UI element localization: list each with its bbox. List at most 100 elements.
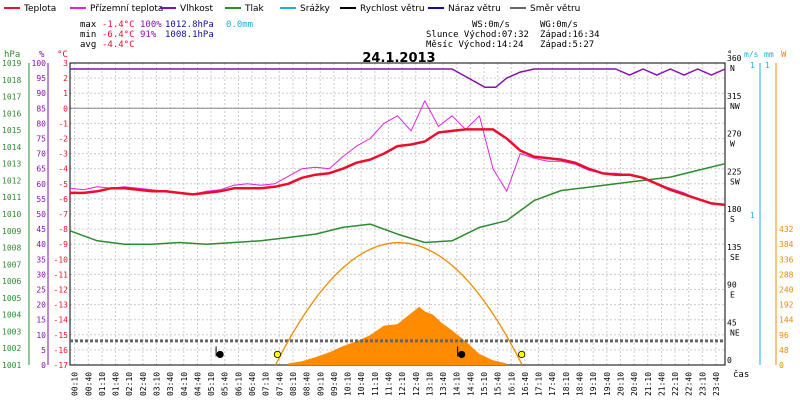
tick-label-time: 07:40 xyxy=(275,372,284,396)
tick-label-celsius: 1 xyxy=(63,89,68,98)
tick-label-direction: 270 xyxy=(727,130,742,139)
series-pressure xyxy=(69,162,726,245)
stat-slunce: Slunce Východ:07:32 xyxy=(426,30,529,40)
tick-label-percent: 25 xyxy=(36,286,46,295)
tick-label-direction: 360 xyxy=(727,54,742,63)
tick-label-time: 08:40 xyxy=(303,372,312,396)
axis-ms-title: m/s xyxy=(744,50,759,59)
tick-label-hpa: 1008 xyxy=(2,244,21,253)
tick-label-celsius: -16 xyxy=(54,346,69,355)
tick-label-wm2: 336 xyxy=(779,255,794,264)
legend-label: Srážky xyxy=(300,4,331,14)
tick-label-hpa: 1012 xyxy=(2,176,21,185)
tick-label-percent: 0 xyxy=(41,361,46,370)
tick-label-direction: 45 xyxy=(727,318,737,327)
tick-label-celsius: -14 xyxy=(54,316,69,325)
tick-label-percent: 15 xyxy=(36,316,46,325)
tick-label-celsius: -5 xyxy=(58,180,68,189)
stat-rain: 0.0mm xyxy=(226,20,253,30)
tick-label-time: 06:10 xyxy=(234,372,243,396)
tick-label-percent: 20 xyxy=(36,301,46,310)
stat-mesic-zapad: Západ:5:27 xyxy=(540,40,594,50)
legend-label: Teplota xyxy=(23,4,56,14)
tick-label-celsius: -3 xyxy=(58,150,68,159)
tick-label-time: 22:10 xyxy=(671,372,680,396)
tick-label-hpa: 1019 xyxy=(2,59,21,68)
tick-label-wm2: 0 xyxy=(779,361,784,370)
tick-label-percent: 100 xyxy=(32,59,47,68)
stat-max-label: max xyxy=(80,20,97,30)
tick-label-celsius: -8 xyxy=(58,225,68,234)
tick-label-time: 06:40 xyxy=(248,372,257,396)
tick-label-time: 10:40 xyxy=(357,372,366,396)
tick-label-time: 02:40 xyxy=(139,372,148,396)
tick-label-time: 21:40 xyxy=(657,372,666,396)
tick-label-celsius: -4 xyxy=(58,165,68,174)
tick-label-time: 18:10 xyxy=(562,372,571,396)
axis-celsius-title: °C xyxy=(57,50,68,60)
sunset-marker xyxy=(518,350,526,359)
tick-label-direction-name: S xyxy=(730,215,735,224)
tick-label-time: 16:10 xyxy=(507,372,516,396)
tick-label-hpa: 1013 xyxy=(2,160,21,169)
tick-label-hpa: 1004 xyxy=(2,311,21,320)
tick-label-direction-name: NE xyxy=(730,328,740,337)
tick-label-time: 03:40 xyxy=(166,372,175,396)
stat-min-temp: -6.4°C xyxy=(102,30,135,40)
tick-label-time: 05:10 xyxy=(207,372,216,396)
tick-label-hpa: 1018 xyxy=(2,76,21,85)
tick-label-celsius: -6 xyxy=(58,195,68,204)
tick-label-hpa: 1007 xyxy=(2,260,21,269)
stat-max-temp: -1.4°C xyxy=(102,20,135,30)
axis-hpa-title: hPa xyxy=(4,50,20,60)
sun-curve xyxy=(274,242,523,366)
tick-label-direction: 315 xyxy=(727,92,742,101)
legend-label: Náraz větru xyxy=(448,4,501,14)
chart-title: 24.1.2013 xyxy=(362,51,435,66)
tick-label-percent: 30 xyxy=(36,270,46,279)
tick-label-hpa: 1006 xyxy=(2,277,21,286)
tick-label-percent: 50 xyxy=(36,210,46,219)
tick-label-percent: 45 xyxy=(36,225,46,234)
tick-label-direction-name: W xyxy=(730,140,735,149)
tick-label-wm2: 96 xyxy=(779,331,789,340)
tick-label-percent: 10 xyxy=(36,331,46,340)
tick-label-direction: 180 xyxy=(727,205,742,214)
tick-label-time: 19:10 xyxy=(589,372,598,396)
stat-avg-label: avg xyxy=(80,40,96,50)
tick-label-celsius: -17 xyxy=(54,361,69,370)
tick-label-direction: 0 xyxy=(727,356,732,365)
legend-label: Přízemní teplota xyxy=(90,4,163,14)
tick-label-wm2: 432 xyxy=(779,225,794,234)
tick-label-direction-name: N xyxy=(730,64,735,73)
tick-label-hpa: 1010 xyxy=(2,210,21,219)
stat-wg: WG:0m/s xyxy=(540,20,578,30)
legend-label: Rychlost větru xyxy=(360,4,425,14)
moonset-marker xyxy=(216,350,224,359)
tick-label-time: 10:10 xyxy=(344,372,353,396)
tick-label-time: 15:40 xyxy=(494,372,503,396)
tick-label-time: 20:10 xyxy=(616,372,625,396)
stat-min-hum: 91% xyxy=(140,30,157,40)
tick-label-percent: 5 xyxy=(41,346,46,355)
tick-label-direction-name: NW xyxy=(730,102,740,111)
tick-label-percent: 70 xyxy=(36,150,46,159)
tick-label-celsius: -7 xyxy=(58,210,68,219)
tick-label-time: 20:40 xyxy=(630,372,639,396)
tick-label-wm2: 384 xyxy=(779,240,794,249)
tick-label-celsius: -13 xyxy=(54,301,69,310)
stat-avg-temp: -4.4°C xyxy=(102,40,135,50)
tick-label-time: 23:40 xyxy=(712,372,721,396)
tick-label-celsius: -10 xyxy=(54,255,69,264)
tick-label-direction-name: SE xyxy=(730,253,740,262)
tick-label-ms: 1 xyxy=(750,211,755,220)
tick-label-percent: 40 xyxy=(36,240,46,249)
tick-label-hpa: 1003 xyxy=(2,327,21,336)
tick-label-wm2: 240 xyxy=(779,286,794,295)
legend-label: Vlhkost xyxy=(180,4,213,14)
stat-min-label: min xyxy=(80,30,96,40)
tick-label-celsius: 2 xyxy=(63,74,68,83)
tick-label-hpa: 1009 xyxy=(2,227,21,236)
tick-label-hpa: 1017 xyxy=(2,93,21,102)
tick-label-time: 11:10 xyxy=(371,372,380,396)
